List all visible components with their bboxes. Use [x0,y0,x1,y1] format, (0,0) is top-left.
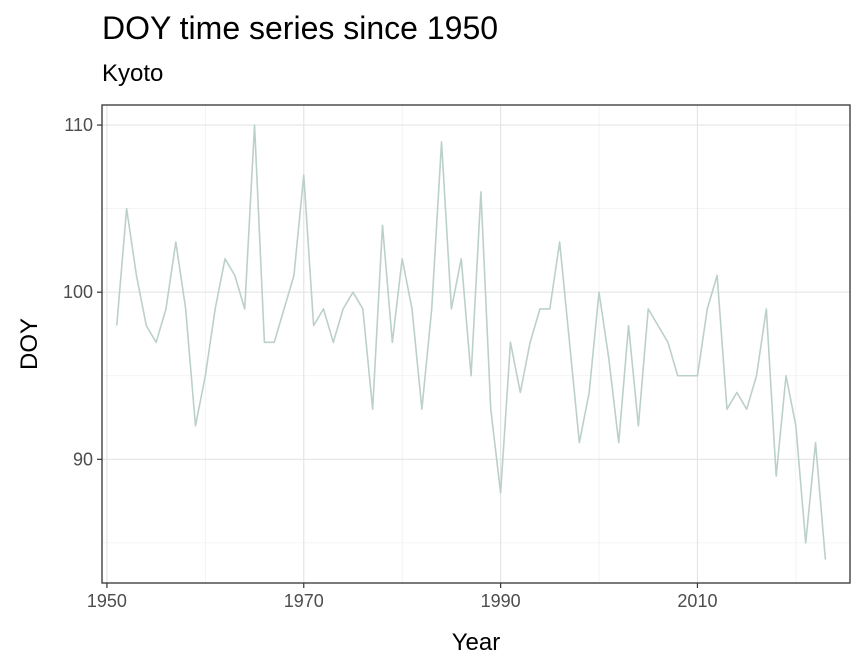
y-tick-label: 100 [63,282,93,302]
minor-gridlines [102,105,850,583]
panel-border [101,104,851,584]
y-axis-ticks: 90 100 110 [63,115,102,469]
x-axis-ticks: 1950 1970 1990 2010 [87,583,717,611]
x-tick-label: 1990 [481,591,521,611]
y-axis-title: DOY [16,318,43,370]
series-line [115,124,827,560]
x-tick-label: 2010 [677,591,717,611]
series-layer [115,124,827,560]
y-tick-label: 110 [64,115,93,135]
chart-subtitle: Kyoto [102,60,164,87]
x-tick-label: 1950 [87,591,127,611]
x-axis-title: Year [452,629,501,656]
y-tick-label: 90 [73,449,93,469]
chart-title: DOY time series since 1950 [102,10,499,46]
major-gridlines [102,105,850,583]
x-tick-label: 1970 [284,591,324,611]
